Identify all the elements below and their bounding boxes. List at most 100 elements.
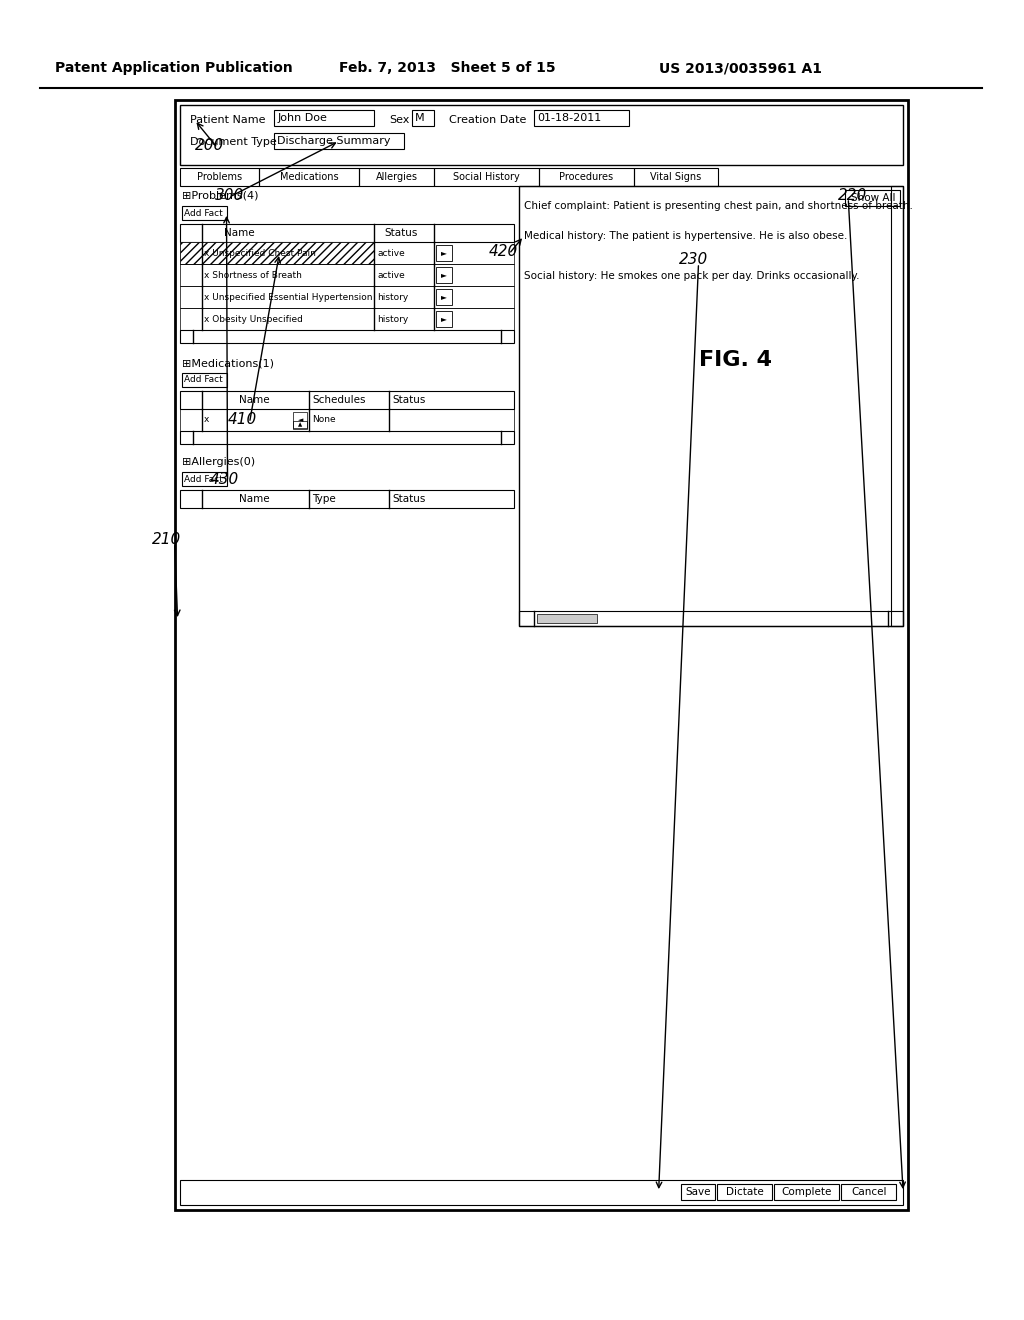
Bar bbox=[774, 1184, 840, 1200]
Bar bbox=[181, 206, 226, 220]
Bar bbox=[436, 246, 452, 261]
Bar bbox=[179, 391, 514, 409]
Text: Allergies: Allergies bbox=[376, 172, 418, 182]
Text: ⊞Problems(4): ⊞Problems(4) bbox=[181, 191, 258, 201]
Bar bbox=[179, 224, 514, 242]
Text: active: active bbox=[377, 271, 404, 280]
Bar bbox=[359, 168, 434, 186]
Text: 01-18-2011: 01-18-2011 bbox=[537, 114, 601, 123]
Text: Document Type: Document Type bbox=[189, 137, 276, 147]
Bar bbox=[436, 289, 452, 305]
Bar bbox=[294, 412, 307, 428]
Bar bbox=[891, 186, 903, 626]
Text: Patent Application Publication: Patent Application Publication bbox=[55, 61, 293, 75]
Bar bbox=[181, 374, 226, 387]
Text: Name: Name bbox=[224, 228, 255, 238]
Text: Medications: Medications bbox=[280, 172, 339, 182]
Bar bbox=[179, 242, 514, 264]
Text: history: history bbox=[377, 293, 409, 301]
Text: Creation Date: Creation Date bbox=[450, 115, 526, 125]
Bar bbox=[436, 267, 452, 282]
Bar bbox=[534, 110, 629, 125]
Bar bbox=[845, 190, 900, 206]
Bar bbox=[294, 421, 307, 429]
Bar bbox=[634, 168, 719, 186]
Text: Name: Name bbox=[240, 395, 270, 405]
Bar bbox=[434, 168, 539, 186]
Bar bbox=[179, 1180, 903, 1205]
Text: Social history: He smokes one pack per day. Drinks occasionally.: Social history: He smokes one pack per d… bbox=[524, 271, 859, 281]
Text: Status: Status bbox=[392, 494, 426, 504]
Text: history: history bbox=[377, 314, 409, 323]
Text: Procedures: Procedures bbox=[559, 172, 613, 182]
Text: Dictate: Dictate bbox=[726, 1187, 764, 1197]
Text: x Obesity Unspecified: x Obesity Unspecified bbox=[204, 314, 302, 323]
Text: x Shortness of Breath: x Shortness of Breath bbox=[204, 271, 301, 280]
Text: x: x bbox=[204, 416, 209, 425]
Text: Add Fact: Add Fact bbox=[184, 375, 223, 384]
Text: ►: ► bbox=[441, 271, 447, 280]
Bar bbox=[179, 264, 514, 286]
Text: Status: Status bbox=[384, 228, 418, 238]
Text: ▲: ▲ bbox=[298, 422, 302, 428]
Text: Complete: Complete bbox=[781, 1187, 831, 1197]
Text: ►: ► bbox=[441, 314, 447, 323]
Text: Patient Name: Patient Name bbox=[189, 115, 265, 125]
Text: Status: Status bbox=[392, 395, 426, 405]
Text: Add Fact: Add Fact bbox=[184, 209, 223, 218]
Bar bbox=[274, 133, 404, 149]
Text: Sex: Sex bbox=[389, 115, 410, 125]
Text: Name: Name bbox=[240, 494, 270, 504]
Text: Save: Save bbox=[685, 1187, 711, 1197]
Bar bbox=[179, 286, 514, 308]
Bar bbox=[842, 1184, 896, 1200]
Text: Vital Signs: Vital Signs bbox=[650, 172, 701, 182]
Text: ⊞Allergies(0): ⊞Allergies(0) bbox=[181, 457, 255, 467]
Text: ⊞Medications(1): ⊞Medications(1) bbox=[181, 358, 273, 368]
Text: Add Fact: Add Fact bbox=[184, 474, 223, 483]
Text: 210: 210 bbox=[152, 532, 181, 548]
Text: ◄: ◄ bbox=[298, 417, 303, 422]
Bar bbox=[179, 242, 374, 264]
Text: M: M bbox=[415, 114, 425, 123]
Text: Discharge Summary: Discharge Summary bbox=[278, 136, 391, 147]
Text: Medical history: The patient is hypertensive. He is also obese.: Medical history: The patient is hyperten… bbox=[524, 231, 847, 242]
Text: Chief complaint: Patient is presenting chest pain, and shortness of breath.: Chief complaint: Patient is presenting c… bbox=[524, 201, 912, 211]
Text: Schedules: Schedules bbox=[312, 395, 366, 405]
Bar bbox=[519, 611, 903, 626]
Text: 430: 430 bbox=[210, 473, 239, 487]
Text: x Unspecified Chest Pain: x Unspecified Chest Pain bbox=[204, 248, 315, 257]
Text: 220: 220 bbox=[839, 187, 867, 202]
Text: FIG. 4: FIG. 4 bbox=[698, 350, 771, 370]
Bar bbox=[179, 409, 514, 432]
Bar bbox=[537, 614, 597, 623]
Bar bbox=[179, 432, 514, 444]
Bar bbox=[436, 312, 452, 327]
Bar bbox=[179, 330, 514, 343]
Bar bbox=[179, 106, 903, 165]
Text: Cancel: Cancel bbox=[851, 1187, 887, 1197]
Bar bbox=[718, 1184, 772, 1200]
Bar bbox=[274, 110, 374, 125]
Text: None: None bbox=[312, 416, 336, 425]
Bar bbox=[179, 168, 259, 186]
Text: 230: 230 bbox=[679, 252, 708, 268]
Text: John Doe: John Doe bbox=[278, 114, 328, 123]
Bar bbox=[179, 308, 514, 330]
Bar bbox=[519, 186, 903, 626]
Bar bbox=[175, 100, 908, 1210]
Bar bbox=[539, 168, 634, 186]
Text: 300: 300 bbox=[215, 187, 244, 202]
Bar bbox=[179, 490, 514, 508]
Text: ►: ► bbox=[441, 248, 447, 257]
Text: 420: 420 bbox=[489, 243, 518, 259]
Bar bbox=[681, 1184, 716, 1200]
Text: Show All: Show All bbox=[851, 193, 895, 203]
Text: ►: ► bbox=[441, 293, 447, 301]
Text: x Unspecified Essential Hypertension: x Unspecified Essential Hypertension bbox=[204, 293, 372, 301]
Text: US 2013/0035961 A1: US 2013/0035961 A1 bbox=[658, 61, 821, 75]
Text: Feb. 7, 2013   Sheet 5 of 15: Feb. 7, 2013 Sheet 5 of 15 bbox=[339, 61, 556, 75]
Text: active: active bbox=[377, 248, 404, 257]
Bar bbox=[181, 473, 226, 486]
Text: Type: Type bbox=[312, 494, 336, 504]
